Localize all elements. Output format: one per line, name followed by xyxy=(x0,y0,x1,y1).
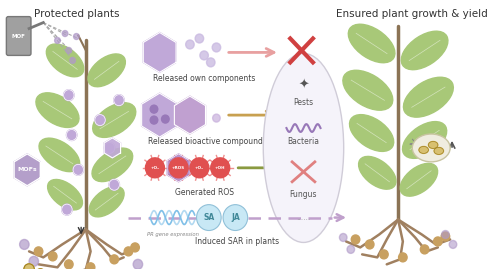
Circle shape xyxy=(110,255,118,264)
Circle shape xyxy=(169,158,188,178)
Text: MOFs: MOFs xyxy=(18,167,37,172)
Text: Protected plants: Protected plants xyxy=(34,9,119,19)
Circle shape xyxy=(223,205,248,231)
Circle shape xyxy=(35,269,45,270)
Circle shape xyxy=(449,241,457,248)
Circle shape xyxy=(109,179,120,190)
Circle shape xyxy=(20,239,29,249)
Ellipse shape xyxy=(404,77,454,117)
Circle shape xyxy=(212,114,220,122)
Text: Released own components: Released own components xyxy=(153,74,256,83)
Circle shape xyxy=(420,245,429,254)
Ellipse shape xyxy=(358,156,396,189)
Circle shape xyxy=(195,34,203,43)
Circle shape xyxy=(441,232,450,241)
Ellipse shape xyxy=(348,24,395,63)
Circle shape xyxy=(366,240,374,249)
Text: ✦: ✦ xyxy=(298,79,308,92)
Circle shape xyxy=(196,205,221,231)
Circle shape xyxy=(206,58,215,67)
Circle shape xyxy=(86,263,95,270)
Text: +O₂: +O₂ xyxy=(150,166,160,170)
Ellipse shape xyxy=(434,147,444,154)
Circle shape xyxy=(212,43,220,52)
Circle shape xyxy=(186,40,194,49)
Ellipse shape xyxy=(350,115,394,151)
Text: JA: JA xyxy=(231,213,239,222)
Ellipse shape xyxy=(39,138,80,172)
Text: PR gene expression: PR gene expression xyxy=(147,231,199,237)
Circle shape xyxy=(398,253,407,262)
Circle shape xyxy=(162,115,169,123)
Circle shape xyxy=(442,231,449,238)
Ellipse shape xyxy=(343,70,393,110)
Circle shape xyxy=(114,95,124,106)
Circle shape xyxy=(352,235,360,244)
Circle shape xyxy=(34,247,43,256)
Circle shape xyxy=(62,31,68,36)
Text: +OH: +OH xyxy=(215,166,226,170)
Circle shape xyxy=(95,114,106,126)
Circle shape xyxy=(66,48,71,53)
Ellipse shape xyxy=(48,180,82,210)
Circle shape xyxy=(150,105,158,113)
Ellipse shape xyxy=(92,148,132,182)
Polygon shape xyxy=(14,154,40,186)
Text: SA: SA xyxy=(203,213,214,222)
Text: Ensured plant growth & yield: Ensured plant growth & yield xyxy=(336,9,488,19)
Circle shape xyxy=(131,243,140,252)
Ellipse shape xyxy=(92,103,136,137)
Text: Generated ROS: Generated ROS xyxy=(174,188,234,197)
Text: ......: ...... xyxy=(296,213,310,222)
Circle shape xyxy=(434,237,442,246)
Ellipse shape xyxy=(402,31,448,70)
Circle shape xyxy=(190,158,209,178)
Circle shape xyxy=(29,256,38,266)
Ellipse shape xyxy=(402,122,446,158)
Circle shape xyxy=(66,130,77,140)
Circle shape xyxy=(62,204,72,215)
Text: +O₂: +O₂ xyxy=(195,166,204,170)
Ellipse shape xyxy=(46,44,84,77)
Circle shape xyxy=(24,264,34,270)
Ellipse shape xyxy=(412,134,450,162)
Circle shape xyxy=(133,259,142,269)
Circle shape xyxy=(211,158,230,178)
Ellipse shape xyxy=(89,187,124,217)
Circle shape xyxy=(70,58,75,63)
Text: MOF: MOF xyxy=(12,34,26,39)
Ellipse shape xyxy=(400,163,438,196)
Circle shape xyxy=(74,33,79,39)
Circle shape xyxy=(54,38,60,43)
FancyBboxPatch shape xyxy=(6,17,31,55)
Circle shape xyxy=(380,250,388,259)
Ellipse shape xyxy=(419,146,428,153)
Text: Pests: Pests xyxy=(294,98,314,107)
Circle shape xyxy=(104,143,115,153)
Text: +ROS: +ROS xyxy=(172,166,185,170)
Polygon shape xyxy=(167,154,190,182)
Text: Released bioactive compounds: Released bioactive compounds xyxy=(148,137,266,146)
Polygon shape xyxy=(104,138,120,158)
Circle shape xyxy=(64,90,74,101)
Circle shape xyxy=(73,164,84,175)
Circle shape xyxy=(124,247,132,256)
Circle shape xyxy=(347,245,354,253)
Text: Bacteria: Bacteria xyxy=(288,137,320,146)
Circle shape xyxy=(64,260,73,269)
Circle shape xyxy=(340,234,347,241)
Ellipse shape xyxy=(36,93,79,127)
Polygon shape xyxy=(142,93,178,137)
Circle shape xyxy=(48,252,57,261)
Circle shape xyxy=(150,116,158,124)
Text: Induced SAR in plants: Induced SAR in plants xyxy=(195,238,280,247)
Circle shape xyxy=(146,158,165,178)
Text: Fungus: Fungus xyxy=(290,190,317,199)
Ellipse shape xyxy=(88,54,126,87)
Polygon shape xyxy=(174,96,206,134)
Polygon shape xyxy=(144,32,176,72)
Circle shape xyxy=(200,51,208,60)
Ellipse shape xyxy=(428,141,438,149)
Ellipse shape xyxy=(264,53,344,242)
